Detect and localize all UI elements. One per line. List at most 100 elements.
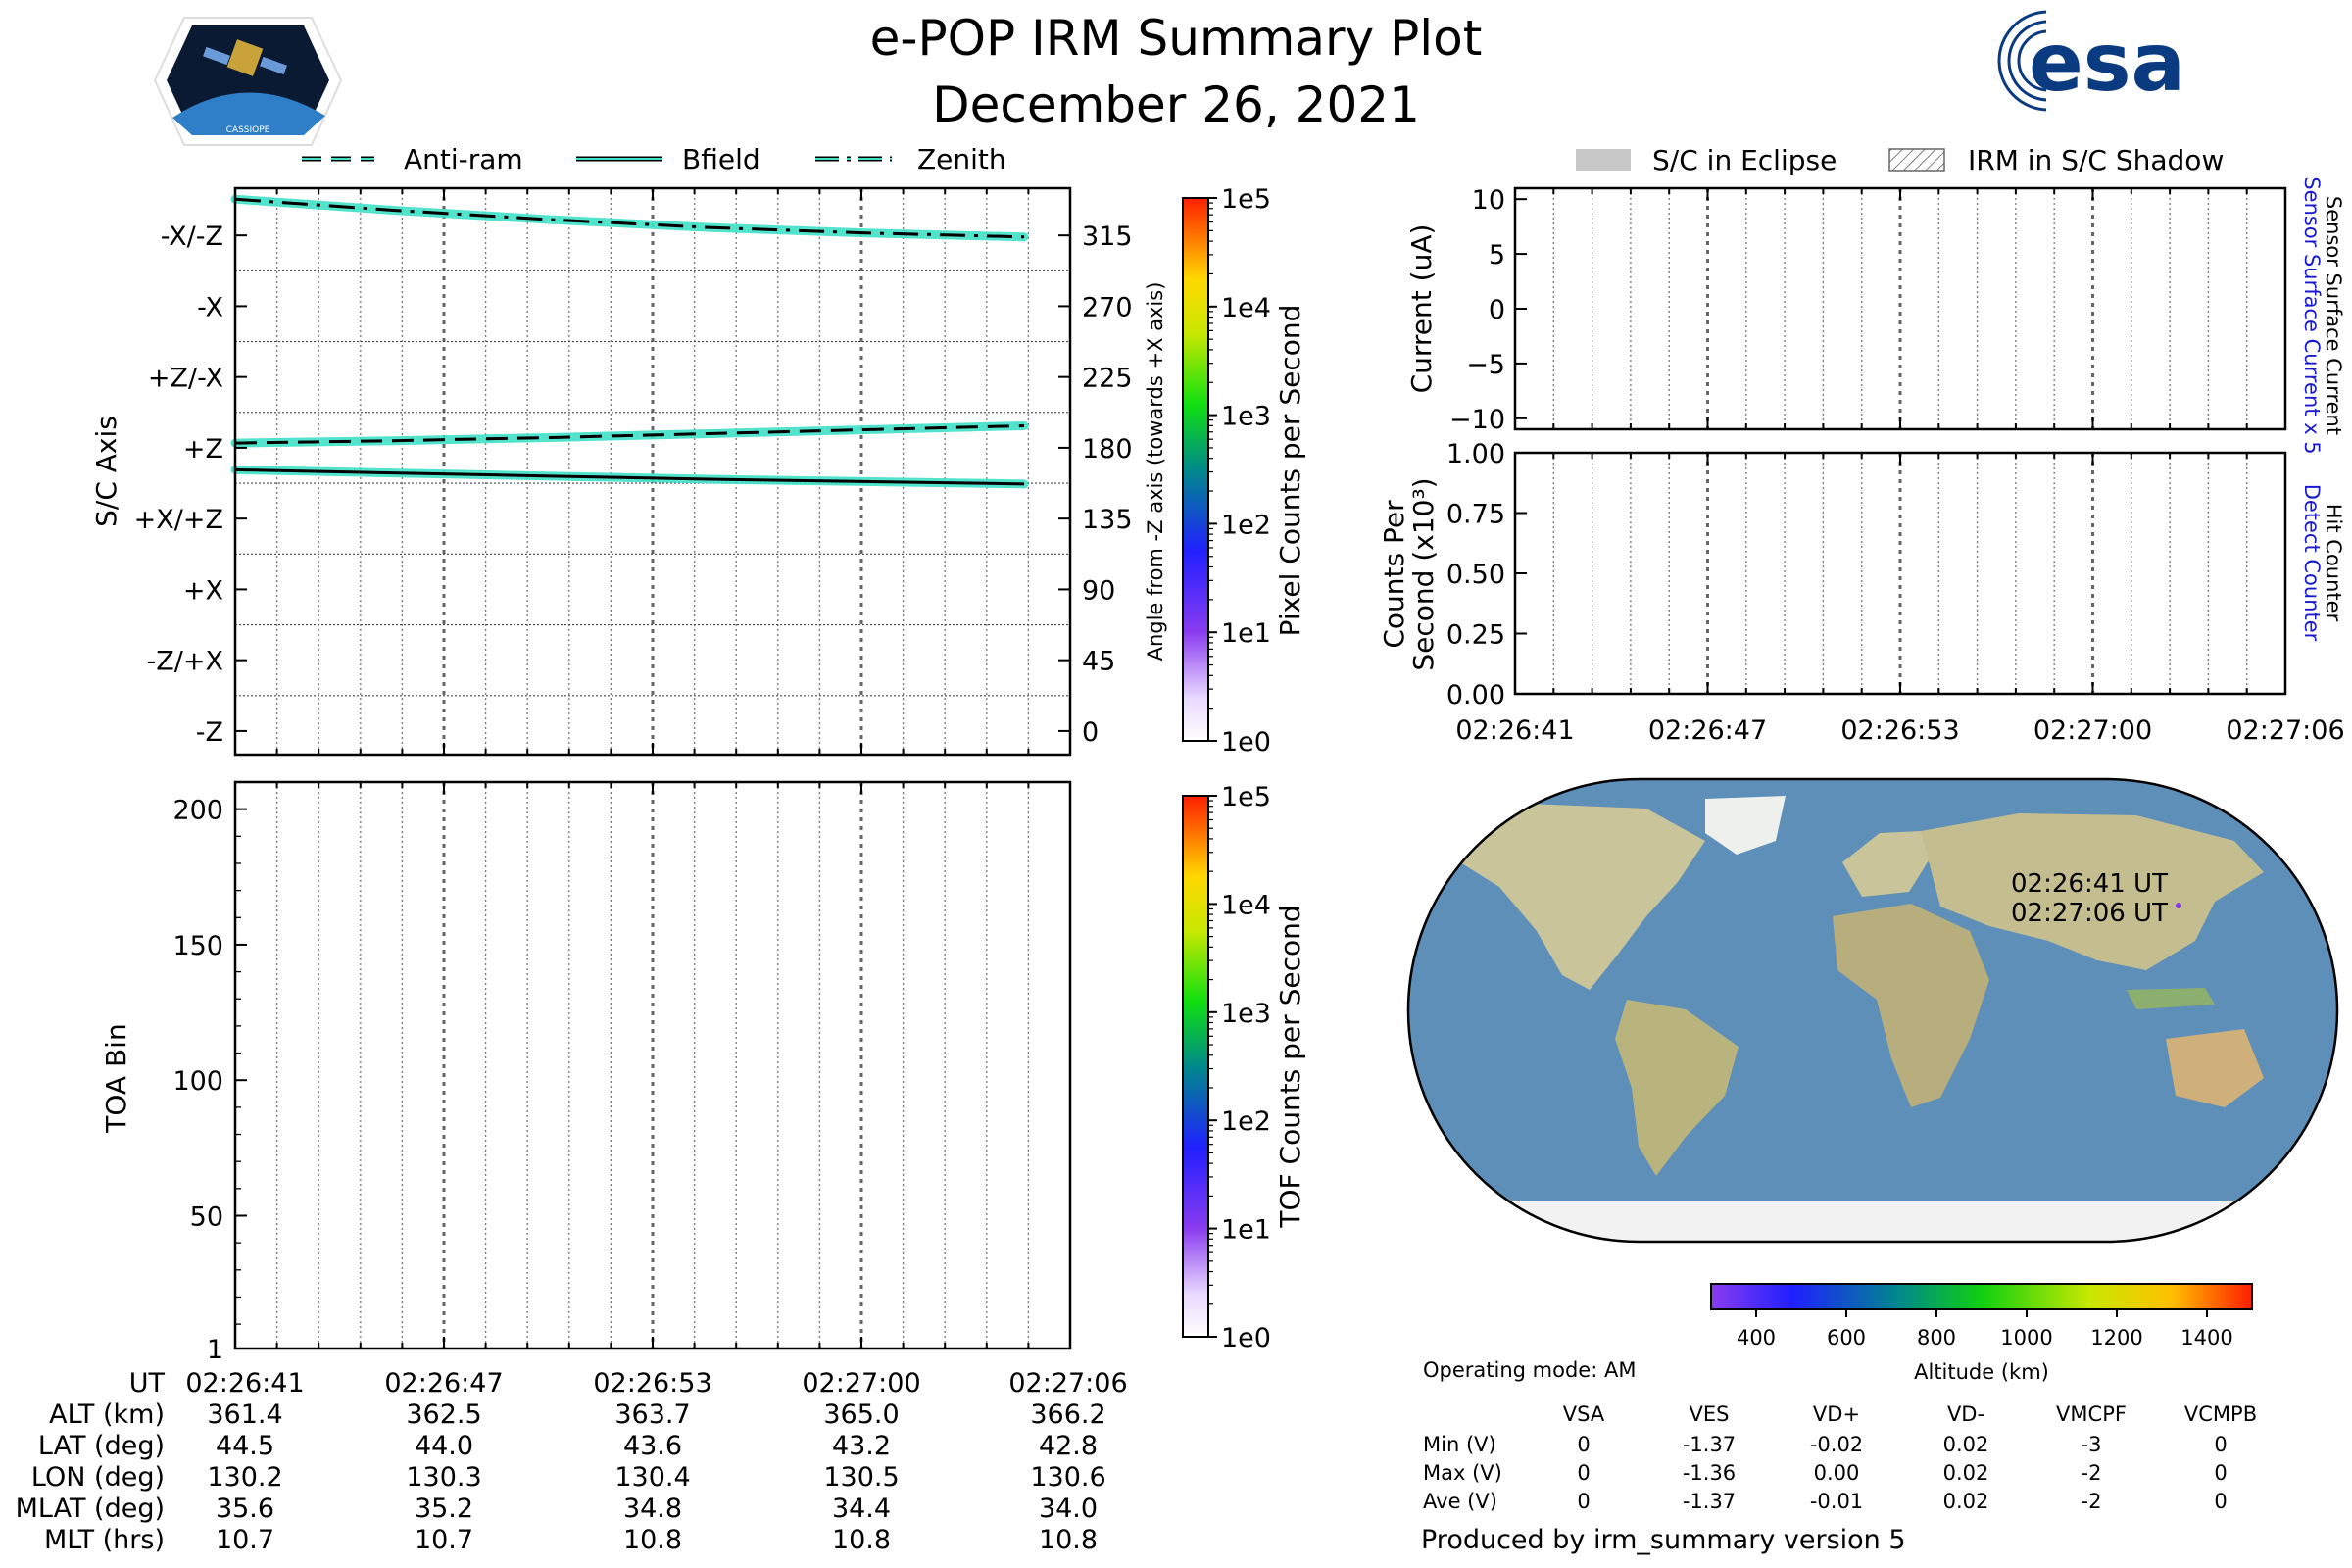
- counts-ytick-label: 1.00: [1446, 439, 1505, 469]
- voltage-cell: -3: [2082, 1433, 2102, 1456]
- current-right-label-1: Sensor Surface Current x 5: [2300, 176, 2324, 454]
- sc-axis-y2tick-label: 270: [1082, 292, 1133, 322]
- altitude-colorbar-tick-label: 400: [1737, 1326, 1776, 1349]
- esa-logo-text: esa: [2029, 17, 2185, 110]
- voltage-header: VSA: [1563, 1402, 1605, 1426]
- tof-colorbar-tick-label: 1e5: [1221, 782, 1271, 812]
- pixel-colorbar-tick-label: 1e4: [1221, 293, 1271, 323]
- tof-colorbar-tick-label: 1e1: [1221, 1215, 1271, 1246]
- voltage-cell: 0: [2214, 1490, 2227, 1513]
- ephemeris-cell: 44.0: [415, 1431, 473, 1461]
- voltage-cell: 0: [2214, 1433, 2227, 1456]
- sc-axis-y2tick-label: 180: [1082, 434, 1133, 465]
- ephemeris-cell: 34.8: [623, 1494, 682, 1524]
- ephemeris-cell: 43.2: [832, 1431, 891, 1461]
- counts-right-label-2: Hit Counter: [2322, 504, 2345, 622]
- voltage-cell: -2: [2082, 1461, 2102, 1485]
- legend-eclipse: S/C in Eclipse: [1652, 144, 1837, 176]
- sc-axis-ytick-label: +X/+Z: [134, 505, 223, 535]
- altitude-colorbar-label: Altitude (km): [1914, 1360, 2049, 1384]
- voltage-row-label: Ave (V): [1423, 1490, 1497, 1513]
- legend-shadow: IRM in S/C Shadow: [1968, 144, 2224, 176]
- footer-note: Produced by irm_summary version 5: [1421, 1525, 1906, 1555]
- counts-xtick-label: 02:27:06: [2226, 715, 2344, 746]
- sc-axis-ytick-label: -Z: [196, 717, 223, 748]
- voltage-cell: -0.01: [1810, 1490, 1863, 1513]
- current-ytick-label: −5: [1466, 350, 1505, 380]
- ephemeris-cell: 43.6: [623, 1431, 682, 1461]
- pixel-colorbar-tick-label: 1e5: [1221, 184, 1271, 215]
- tof-colorbar-tick-label: 1e4: [1221, 890, 1271, 920]
- ephemeris-cell: 130.2: [207, 1462, 282, 1493]
- sc-axis-ytick-label: -X: [197, 292, 223, 322]
- map-annotation-end: 02:27:06 UT: [2011, 899, 2168, 928]
- legend-left: Anti-ram Bfield Zenith: [302, 143, 1006, 175]
- ephemeris-row-label: UT: [129, 1368, 166, 1398]
- ephemeris-cell: 35.2: [415, 1494, 473, 1524]
- counts-ytick-label: 0.00: [1446, 680, 1505, 710]
- pixel-colorbar: 1e0 1e1 1e2 1e3 1e4 1e5 Pixel Counts per Seco…: [1182, 184, 1306, 758]
- toa-ytick-label: 1: [207, 1335, 223, 1365]
- ephemeris-cell: 10.8: [623, 1525, 682, 1555]
- altitude-colorbar-tick-label: 1200: [2090, 1326, 2142, 1349]
- counts-ytick-label: 0.50: [1446, 560, 1505, 590]
- ephemeris-row-label: LAT (deg): [38, 1431, 165, 1461]
- toa-ytick-label: 100: [172, 1066, 223, 1097]
- toa-ytick-label: 150: [172, 931, 223, 961]
- voltage-row-label: Min (V): [1423, 1433, 1496, 1456]
- ephemeris-cell: 10.7: [216, 1525, 274, 1555]
- sc-axis-ytick-label: +Z/-X: [148, 364, 223, 394]
- ephemeris-cell: 130.6: [1030, 1462, 1105, 1493]
- legend-right: S/C in Eclipse IRM in S/C Shadow: [1576, 144, 2224, 176]
- africa: [1833, 904, 1989, 1107]
- sc-axis-ytick-label: +Z: [183, 434, 223, 465]
- ephemeris-cell: 361.4: [207, 1399, 282, 1430]
- sc-axis-y2tick-label: 90: [1082, 575, 1115, 606]
- toa-ytick-label: 200: [172, 796, 223, 826]
- cassiope-logo-text: CASSIOPE: [226, 125, 270, 135]
- current-ytick-label: 5: [1489, 240, 1505, 270]
- ephemeris-cell: 42.8: [1039, 1431, 1098, 1461]
- ephemeris-cell: 365.0: [823, 1399, 899, 1430]
- counts-xtick-label: 02:26:53: [1840, 715, 1959, 746]
- voltage-cell: -0.02: [1810, 1433, 1863, 1456]
- pixel-colorbar-tick-label: 1e0: [1221, 727, 1271, 758]
- orbit-track-point: [2176, 903, 2181, 908]
- voltage-row-label: Max (V): [1423, 1461, 1502, 1485]
- sc-axis-y2tick-label: 315: [1082, 221, 1133, 252]
- sc-axis-y2tick-label: 135: [1082, 505, 1133, 535]
- current-ytick-label: 10: [1472, 185, 1505, 216]
- ephemeris-cell: 10.7: [415, 1525, 473, 1555]
- sc-axis-y2tick-label: 225: [1082, 364, 1133, 394]
- map-outline: [1406, 777, 2339, 1244]
- tof-colorbar-tick-label: 1e2: [1221, 1106, 1271, 1137]
- toa-ylabel: TOA Bin: [100, 1023, 132, 1133]
- ephemeris-row-label: ALT (km): [49, 1399, 165, 1430]
- pixel-colorbar-tick-label: 1e1: [1221, 618, 1271, 649]
- counts-ytick-label: 0.75: [1446, 500, 1505, 530]
- voltage-cell: 0.02: [1943, 1433, 1989, 1456]
- counts-xtick-label: 02:27:00: [2034, 715, 2152, 746]
- europe: [1842, 831, 1931, 897]
- counts-ylabel-2: Second (x10³): [1407, 477, 1440, 670]
- altitude-colorbar-tick-label: 600: [1827, 1326, 1866, 1349]
- legend-anti-ram: Anti-ram: [404, 143, 523, 175]
- sc-axis-ytick-label: +X: [183, 575, 223, 606]
- pixel-colorbar-label: Pixel Counts per Second: [1274, 305, 1306, 637]
- voltage-cell: -1.37: [1683, 1490, 1736, 1513]
- ephemeris-cell: 363.7: [614, 1399, 690, 1430]
- sc-axis-ylabel: S/C Axis: [90, 416, 122, 527]
- voltage-cell: 0.00: [1814, 1461, 1860, 1485]
- sc-axis-panel: -Z -Z/+X +X +X/+Z +Z +Z/-X -X -X/-Z 0 45 90 135 180 2…: [90, 186, 1167, 757]
- counts-panel: 02:26:41 02:26:47 02:26:53 02:27:00 02:27:06…: [1378, 439, 2345, 746]
- ephemeris-cell: 02:27:00: [802, 1368, 920, 1398]
- series-zenith: [234, 197, 1025, 239]
- pixel-colorbar-tick-label: 1e2: [1221, 510, 1271, 540]
- asia: [1921, 813, 2264, 970]
- ephemeris-cell: 34.0: [1039, 1494, 1098, 1524]
- voltage-cell: -1.36: [1683, 1461, 1736, 1485]
- voltage-header: VES: [1690, 1402, 1730, 1426]
- map-annotation-start: 02:26:41 UT: [2011, 869, 2168, 899]
- voltage-cell: 0.02: [1943, 1461, 1989, 1485]
- voltage-cell: 0: [1577, 1461, 1590, 1485]
